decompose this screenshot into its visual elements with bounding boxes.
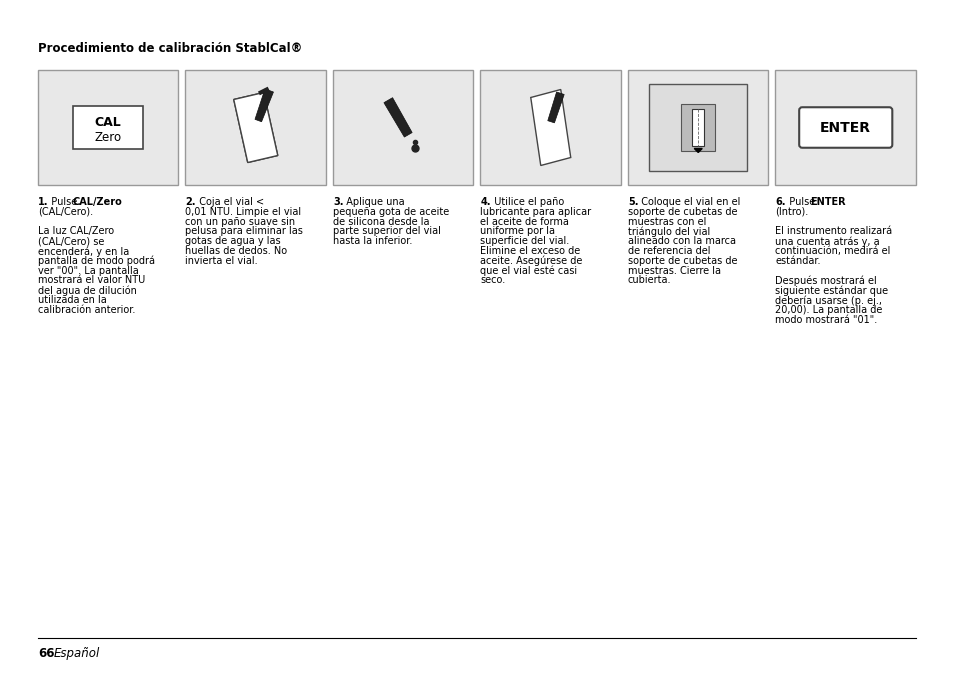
Text: superficie del vial.: superficie del vial.: [480, 236, 569, 246]
Text: cubierta.: cubierta.: [627, 275, 671, 285]
Bar: [480, 70, 620, 185]
Text: calibración anterior.: calibración anterior.: [38, 305, 135, 315]
Text: 1.: 1.: [38, 197, 49, 207]
Text: (CAL/Cero).: (CAL/Cero).: [38, 207, 93, 217]
Text: Zero: Zero: [94, 131, 122, 143]
Text: el aceite de forma: el aceite de forma: [480, 217, 569, 227]
Text: pelusa para eliminar las: pelusa para eliminar las: [185, 226, 303, 236]
Text: ver "00". La pantalla: ver "00". La pantalla: [38, 266, 138, 276]
Text: La luz CAL/Zero: La luz CAL/Zero: [38, 226, 114, 236]
Text: El instrumento realizará: El instrumento realizará: [775, 226, 892, 236]
Text: que el vial esté casi: que el vial esté casi: [480, 266, 577, 276]
Text: CAL/Zero: CAL/Zero: [72, 197, 122, 207]
Text: (Intro).: (Intro).: [775, 207, 808, 217]
Text: soporte de cubetas de: soporte de cubetas de: [627, 207, 737, 217]
Bar: [775, 70, 915, 185]
Text: Procedimiento de calibración StablCal®: Procedimiento de calibración StablCal®: [38, 42, 302, 55]
Text: 66: 66: [38, 647, 54, 660]
Text: Elimine el exceso de: Elimine el exceso de: [480, 246, 580, 256]
Text: siguiente estándar que: siguiente estándar que: [775, 285, 887, 295]
Text: parte superior del vial: parte superior del vial: [333, 226, 440, 236]
Polygon shape: [233, 92, 277, 162]
Text: lubricante para aplicar: lubricante para aplicar: [480, 207, 591, 217]
Text: aceite. Asegúrese de: aceite. Asegúrese de: [480, 256, 582, 267]
Text: modo mostrará "01".: modo mostrará "01".: [775, 314, 877, 324]
Polygon shape: [254, 89, 274, 122]
Text: 2.: 2.: [185, 197, 195, 207]
Text: de silicona desde la: de silicona desde la: [333, 217, 429, 227]
Polygon shape: [383, 98, 412, 137]
Text: ENTER: ENTER: [820, 120, 870, 135]
Text: muestras. Cierre la: muestras. Cierre la: [627, 266, 720, 276]
Text: Utilice el paño: Utilice el paño: [487, 197, 563, 207]
Text: alineado con la marca: alineado con la marca: [627, 236, 735, 246]
Bar: [73, 106, 143, 149]
Bar: [692, 108, 703, 147]
Text: huellas de dedos. No: huellas de dedos. No: [185, 246, 287, 256]
Text: 0,01 NTU. Limpie el vial: 0,01 NTU. Limpie el vial: [185, 207, 301, 217]
Text: Español: Español: [54, 647, 100, 660]
Bar: [627, 70, 768, 185]
Polygon shape: [233, 92, 277, 162]
Polygon shape: [694, 149, 701, 153]
Text: pequeña gota de aceite: pequeña gota de aceite: [333, 207, 449, 217]
Text: estándar.: estándar.: [775, 256, 821, 266]
Text: triángulo del vial: triángulo del vial: [627, 226, 709, 237]
Polygon shape: [547, 92, 563, 123]
Text: muestras con el: muestras con el: [627, 217, 705, 227]
Text: 4.: 4.: [480, 197, 491, 207]
Text: (CAL/Cero) se: (CAL/Cero) se: [38, 236, 104, 246]
Bar: [185, 70, 326, 185]
Text: debería usarse (p. ej.,: debería usarse (p. ej.,: [775, 295, 882, 306]
Text: Coloque el vial en el: Coloque el vial en el: [635, 197, 740, 207]
Text: hasta la inferior.: hasta la inferior.: [333, 236, 412, 246]
Text: encenderá, y en la: encenderá, y en la: [38, 246, 129, 256]
Text: mostrará el valor NTU: mostrará el valor NTU: [38, 275, 145, 285]
Text: del agua de dilución: del agua de dilución: [38, 285, 136, 295]
Text: Pulse: Pulse: [782, 197, 818, 207]
Text: gotas de agua y las: gotas de agua y las: [185, 236, 281, 246]
FancyBboxPatch shape: [799, 107, 891, 148]
Text: utilizada en la: utilizada en la: [38, 295, 107, 305]
Text: continuación, medirá el: continuación, medirá el: [775, 246, 890, 256]
Text: 20,00). La pantalla de: 20,00). La pantalla de: [775, 305, 882, 315]
Text: pantalla de modo podrá: pantalla de modo podrá: [38, 256, 154, 267]
Text: CAL: CAL: [94, 116, 121, 129]
Text: 5.: 5.: [627, 197, 638, 207]
Text: seco.: seco.: [480, 275, 505, 285]
Bar: [648, 84, 746, 171]
Text: uniforme por la: uniforme por la: [480, 226, 555, 236]
Text: ENTER: ENTER: [809, 197, 844, 207]
Text: Aplique una: Aplique una: [340, 197, 404, 207]
Text: soporte de cubetas de: soporte de cubetas de: [627, 256, 737, 266]
Text: invierta el vial.: invierta el vial.: [185, 256, 258, 266]
Text: Después mostrará el: Después mostrará el: [775, 275, 877, 286]
Text: 3.: 3.: [333, 197, 343, 207]
Text: con un paño suave sin: con un paño suave sin: [185, 217, 295, 227]
Text: de referencia del: de referencia del: [627, 246, 710, 256]
Bar: [333, 70, 473, 185]
Text: una cuenta atrás y, a: una cuenta atrás y, a: [775, 236, 880, 247]
Text: 6.: 6.: [775, 197, 785, 207]
Bar: [38, 70, 178, 185]
Text: Pulse: Pulse: [45, 197, 81, 207]
Polygon shape: [530, 90, 570, 166]
Text: Coja el vial <: Coja el vial <: [193, 197, 264, 207]
Bar: [680, 104, 715, 151]
